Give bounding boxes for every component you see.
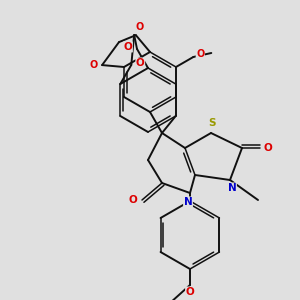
Text: O: O (124, 42, 132, 52)
Text: N: N (228, 183, 236, 193)
Text: N: N (184, 197, 192, 207)
Text: O: O (186, 287, 194, 297)
Text: O: O (136, 22, 144, 32)
Text: O: O (129, 195, 137, 205)
Text: O: O (90, 60, 98, 70)
Text: O: O (196, 49, 204, 59)
Text: S: S (208, 118, 216, 128)
Text: O: O (264, 143, 272, 153)
Text: O: O (136, 58, 145, 68)
